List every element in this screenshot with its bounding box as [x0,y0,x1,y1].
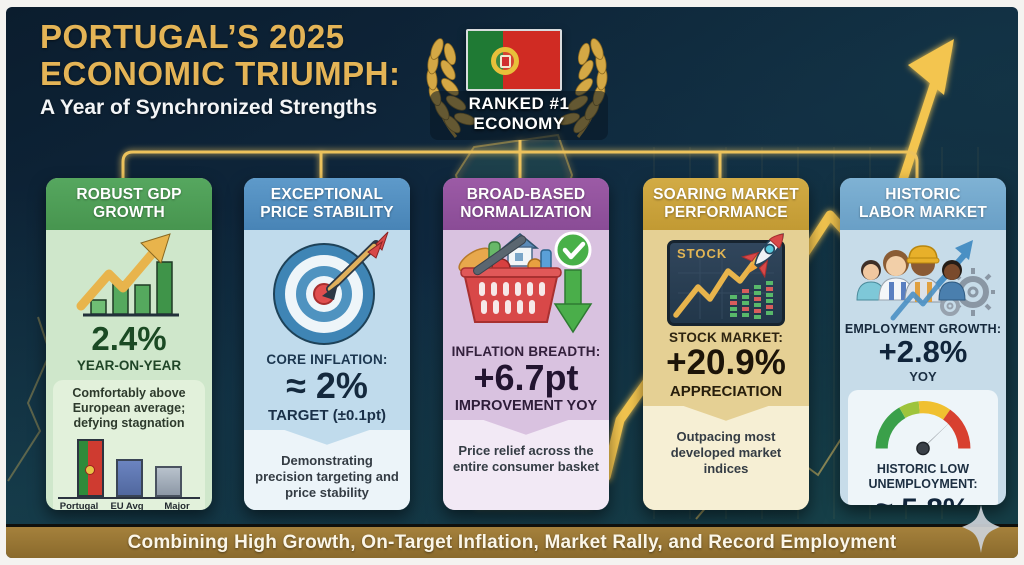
page-title-line2: ECONOMIC TRIUMPH: [40,54,401,92]
breadth-stat-caption: IMPROVEMENT YOY [454,397,598,414]
gdp-comparison-bar-chart [58,437,200,500]
card-market-performance: SOARING MARKET PERFORMANCE STOCK [643,178,809,510]
rocket-icon [741,233,784,279]
chevron-divider [443,419,609,435]
speedometer-gauge-icon [875,400,971,455]
diamond-sparkle-icon [962,505,1000,553]
stock-screen: STOCK [667,233,785,326]
footer-banner-text: Combining High Growth, On-Target Inflati… [127,531,897,553]
card-labor-market: HISTORIC LABOR MARKET [840,178,1006,505]
market-stat: +20.9% [666,343,786,382]
bar-portugal [76,439,104,498]
inflation-stat: ≈ 2% [286,365,368,406]
market-intro: STOCK MARKET: [668,330,784,345]
card-gdp-header: ROBUST GDP GROWTH [46,178,212,230]
connector-lines [121,140,919,183]
employment-stat-caption: YOY [909,368,937,384]
card-normalization: BROAD-BASED NORMALIZATION [443,178,609,510]
card-market-header: SOARING MARKET PERFORMANCE [643,178,809,230]
gdp-stat: 2.4% [91,320,167,357]
price-description: Demonstrating precision targeting and pr… [255,452,399,501]
chevron-divider [643,405,809,421]
chevron-divider [244,429,410,445]
employment-stat: +2.8% [878,334,968,369]
market-stat-caption: APPRECIATION [669,382,783,400]
card-gdp-growth: ROBUST GDP GROWTH 2.4% YEAR-ON-YE [46,178,212,510]
employment-intro: EMPLOYMENT GROWTH: [844,322,1002,336]
armillary-sphere-icon [491,47,519,75]
badge-line1: RANKED #1 [468,94,570,113]
page-subtitle: A Year of Synchronized Strengths [40,95,378,119]
inflation-intro: CORE INFLATION: [266,352,388,367]
card-normalization-header: BROAD-BASED NORMALIZATION [443,178,609,230]
page-title-line1: PORTUGAL’S 2025 [40,18,345,55]
card-labor-header: HISTORIC LABOR MARKET [840,178,1006,230]
unemployment-intro: HISTORIC LOW UNEMPLOYMENT: [868,461,978,491]
bar-major-economies [154,466,182,498]
bar-eu-avg [115,459,143,498]
gdp-comparison-panel: Comfortably above European average; defy… [53,379,205,510]
bar-chart-rising-arrow-icon [71,230,187,322]
unemployment-panel: HISTORIC LOW UNEMPLOYMENT: ≈ 5.8% [848,389,998,505]
gdp-stat-caption: YEAR-ON-YEAR [76,357,182,373]
card-price-header: EXCEPTIONAL PRICE STABILITY [244,178,410,230]
inflation-stat-caption: TARGET (±0.1pt) [268,406,386,424]
normalization-description: Price relief across the entire consumer … [453,442,599,475]
stock-screen-rocket-icon: STOCK [667,230,785,326]
left-decor-line [7,316,52,482]
gdp-description: Comfortably above European average; defy… [72,385,186,431]
breadth-stat: +6.7pt [473,357,579,398]
unemployment-stat: ≈ 5.8% [852,493,994,505]
flag-emblem-icon [84,465,95,476]
card-price-stability: EXCEPTIONAL PRICE STABILITY CORE INF [244,178,410,510]
stock-screen-label: STOCK [677,246,728,261]
bar-label-portugal: Portugal [59,501,99,510]
grocery-basket-checkmark-icon [451,230,601,342]
badge-line2: ECONOMY [473,114,565,134]
flag-of-portugal-icon [466,29,562,91]
infographic-canvas: PORTUGAL’S 2025 ECONOMIC TRIUMPH: A Year… [6,7,1018,558]
workforce-growth-gears-icon [851,230,995,322]
footer-banner: Combining High Growth, On-Target Inflati… [6,524,1018,558]
bar-label-eu-avg: EU Avg [110,501,144,510]
bar-label-major: Major Economies [164,501,190,510]
market-description: Outpacing most developed market indices [670,428,782,477]
bullseye-target-arrow-icon [264,230,390,350]
breadth-intro: INFLATION BREADTH: [451,344,601,359]
title-block: PORTUGAL’S 2025 ECONOMIC TRIUMPH: A Year… [40,18,401,120]
ranked-badge: RANKED #1 ECONOMY [430,91,608,140]
